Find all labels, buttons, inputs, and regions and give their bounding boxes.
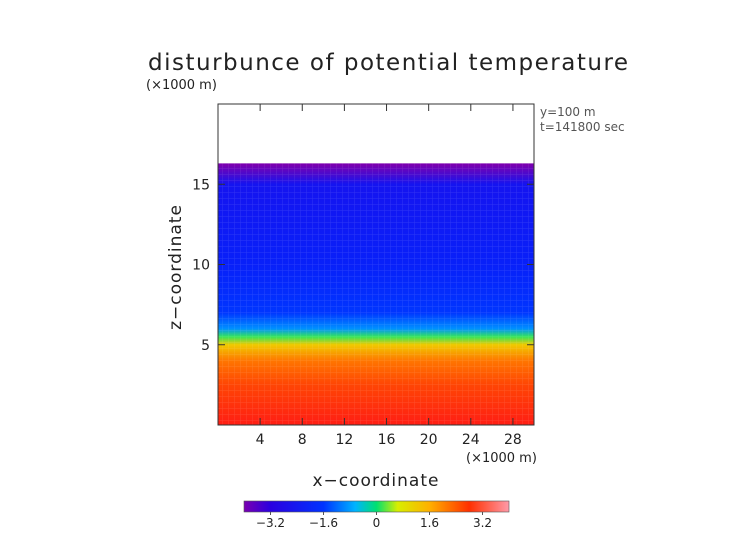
x-tick-label: 20 (420, 432, 438, 448)
y-tick-label: 10 (192, 258, 210, 274)
chart-title: disturbunce of potential temperature (148, 50, 630, 76)
contour-texture (218, 163, 534, 425)
colorbar-tick-label: −1.6 (309, 516, 338, 530)
x-axis-label: x−coordinate (313, 471, 440, 491)
x-tick-label: 24 (462, 432, 480, 448)
x-tick-label: 8 (298, 432, 307, 448)
x-tick-label: 28 (504, 432, 522, 448)
x-axis-ticks: 4 8 12 16 20 24 28 (256, 104, 522, 448)
annotation-time: t=141800 sec (540, 120, 625, 134)
y-axis-unit: (×1000 m) (146, 78, 217, 93)
y-tick-label: 15 (192, 177, 210, 193)
colorbar-tick-label: 0 (373, 516, 381, 530)
plot-area (218, 163, 534, 425)
colorbar-tick-label: 3.2 (473, 516, 492, 530)
colorbar-tick-label: −3.2 (256, 516, 285, 530)
x-tick-label: 4 (256, 432, 265, 448)
y-axis-ticks: 5 10 15 (192, 177, 534, 354)
y-tick-label: 5 (201, 338, 210, 354)
x-tick-label: 12 (335, 432, 353, 448)
x-tick-label: 16 (378, 432, 396, 448)
annotation-y: y=100 m (540, 105, 596, 119)
colorbar (243, 500, 510, 513)
y-axis-label: z−coordinate (166, 204, 186, 330)
colorbar-ticks: −3.2 −1.6 0 1.6 3.2 (256, 512, 492, 530)
x-axis-unit: (×1000 m) (466, 451, 537, 466)
colorbar-tick-label: 1.6 (420, 516, 439, 530)
